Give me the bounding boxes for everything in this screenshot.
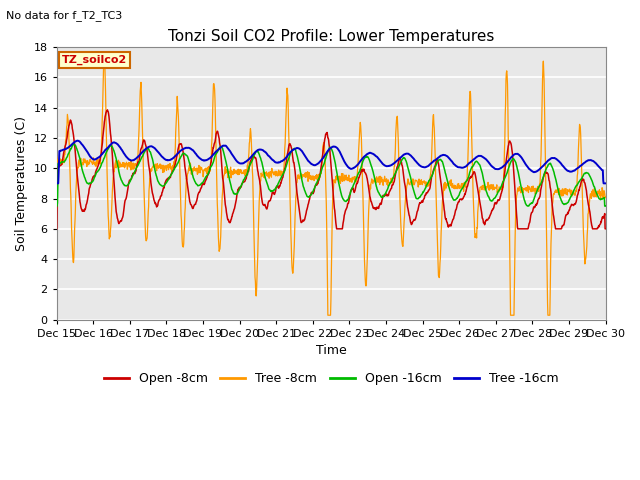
Legend: Open -8cm, Tree -8cm, Open -16cm, Tree -16cm: Open -8cm, Tree -8cm, Open -16cm, Tree -…: [99, 367, 563, 390]
Y-axis label: Soil Temperatures (C): Soil Temperatures (C): [15, 116, 28, 251]
Title: Tonzi Soil CO2 Profile: Lower Temperatures: Tonzi Soil CO2 Profile: Lower Temperatur…: [168, 29, 494, 44]
Text: TZ_soilco2: TZ_soilco2: [62, 55, 127, 65]
Text: No data for f_T2_TC3: No data for f_T2_TC3: [6, 10, 123, 21]
X-axis label: Time: Time: [316, 344, 346, 357]
